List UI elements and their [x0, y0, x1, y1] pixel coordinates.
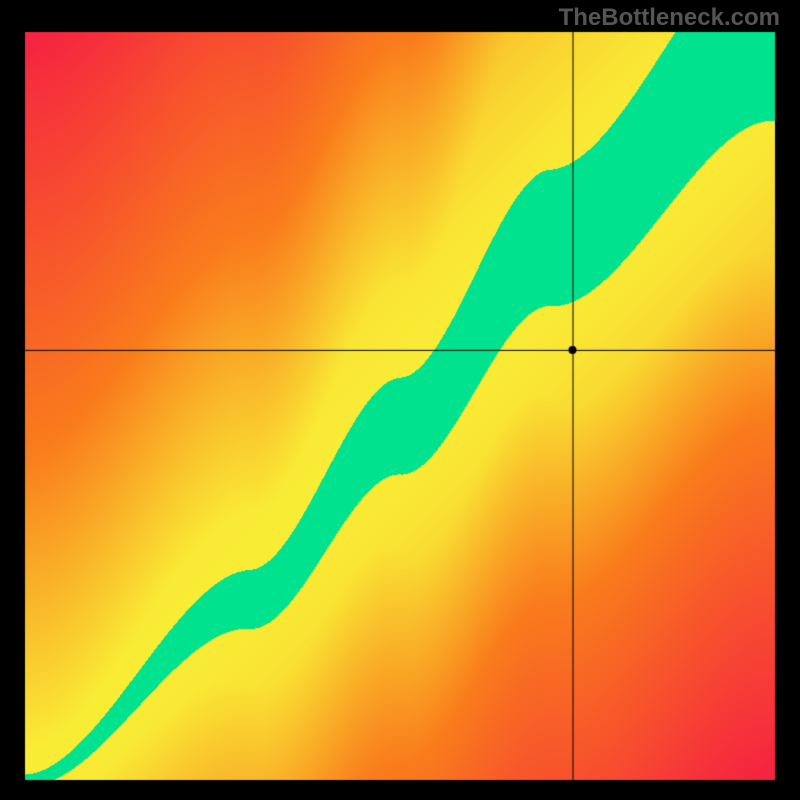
bottleneck-heatmap	[0, 0, 800, 800]
watermark-label: TheBottleneck.com	[559, 4, 780, 32]
